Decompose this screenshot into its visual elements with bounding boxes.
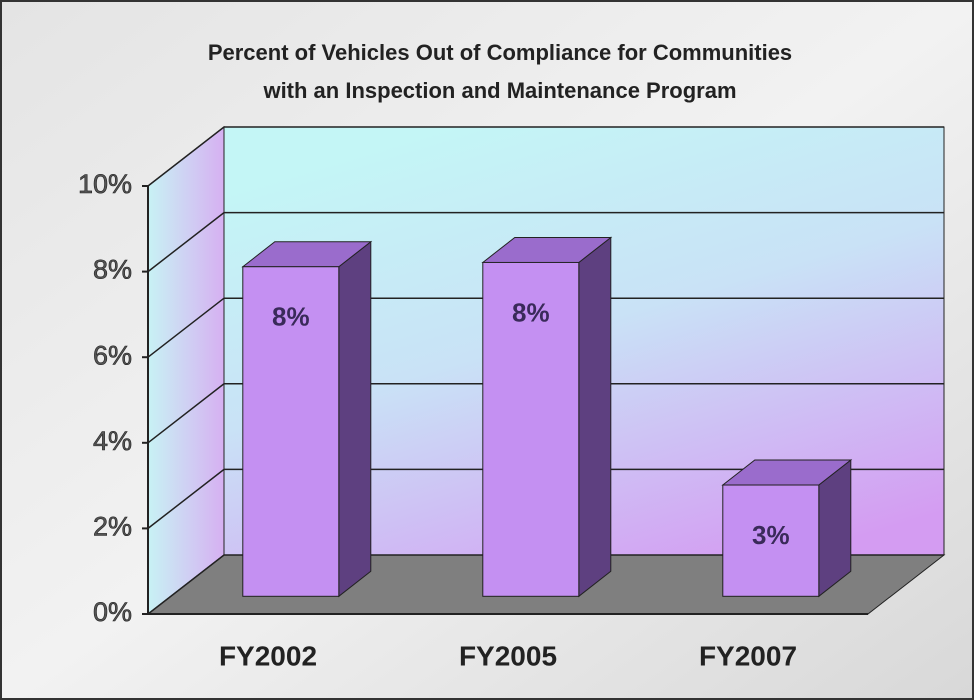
- x-tick-label: FY2005: [459, 640, 557, 671]
- x-tick-label: FY2002: [219, 640, 317, 671]
- y-tick-label: 6%: [93, 340, 132, 370]
- grid-line: [147, 554, 944, 615]
- bar: [482, 261, 580, 597]
- y-tick-label: 10%: [78, 169, 132, 199]
- grid-line: [147, 468, 944, 529]
- side-wall: [147, 125, 225, 616]
- y-tick-label: 2%: [93, 512, 132, 542]
- y-tick-label: 8%: [93, 255, 132, 285]
- chart-title: Percent of Vehicles Out of Compliance fo…: [208, 40, 792, 65]
- x-tick-label: FY2007: [699, 640, 797, 671]
- plot: 0% 2% 4% 6% 8% 10% FY2002 8% FY2005 8% FY2007 3%: [78, 125, 946, 671]
- bar-side: [578, 236, 612, 598]
- value-label: 3%: [752, 520, 790, 550]
- bar-side: [338, 240, 372, 598]
- grid-line: [147, 126, 944, 187]
- bar: [722, 484, 820, 597]
- value-label: 8%: [512, 297, 550, 327]
- y-tick-label: 0%: [93, 597, 132, 627]
- chart-title: with an Inspection and Maintenance Progr…: [262, 78, 736, 103]
- value-label: 8%: [272, 302, 310, 332]
- y-tick-label: 4%: [93, 426, 132, 456]
- grid-line: [147, 383, 944, 444]
- grid-line: [147, 211, 944, 273]
- bar: [242, 266, 340, 597]
- grid-line: [147, 297, 944, 358]
